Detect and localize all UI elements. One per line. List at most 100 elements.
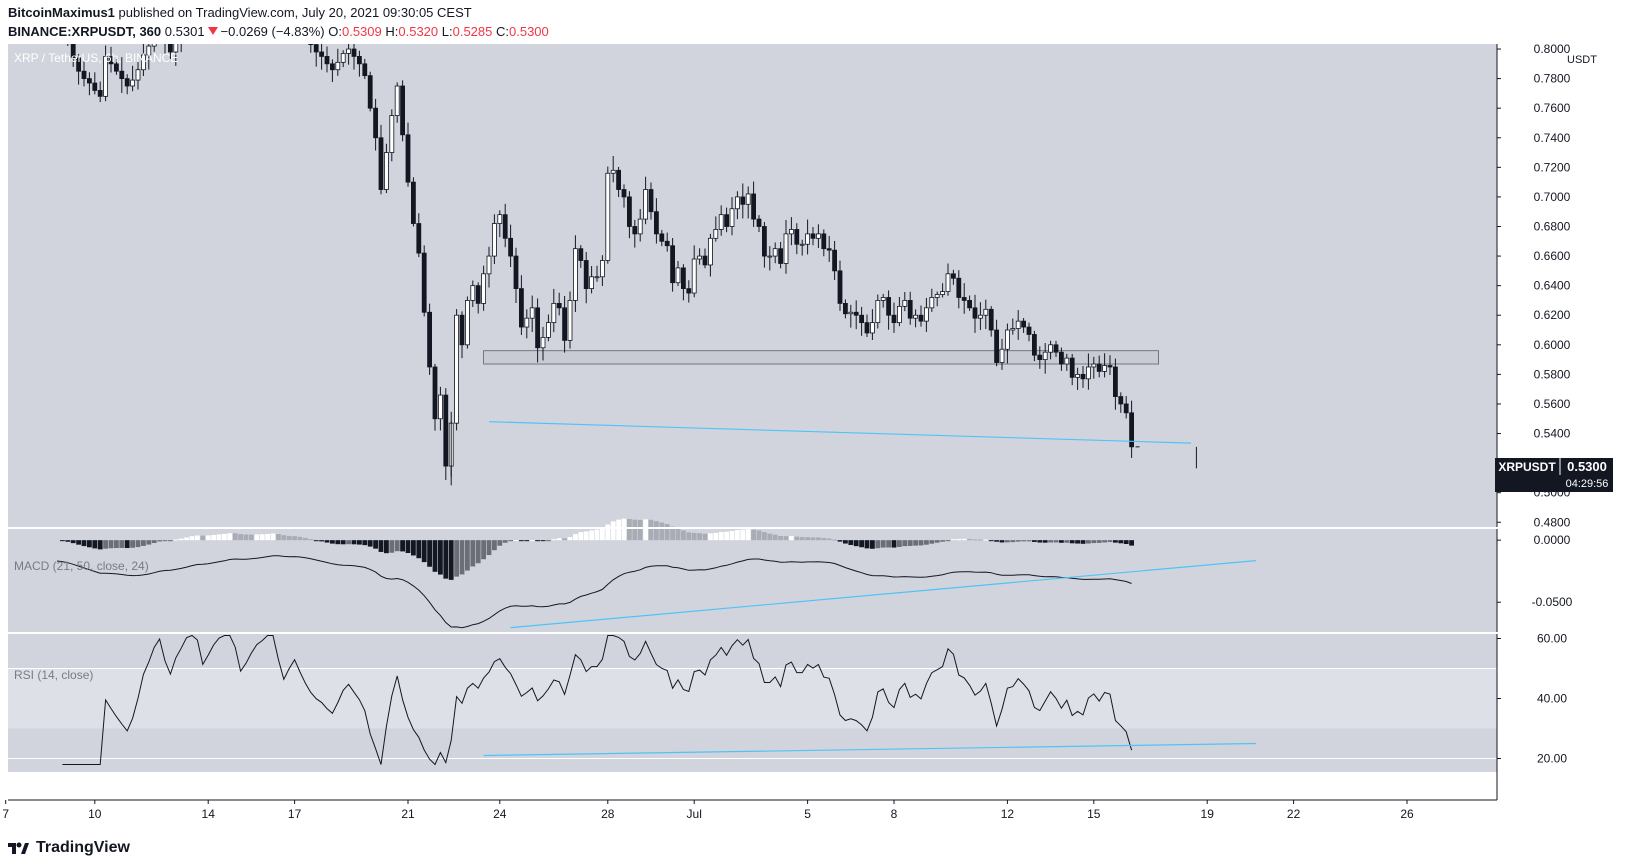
candle-up	[999, 348, 1005, 363]
macd-histogram-bar	[238, 534, 243, 541]
candle-down	[670, 245, 675, 284]
candle	[180, 44, 182, 53]
macd-histogram-bar	[486, 540, 492, 556]
candle	[394, 82, 400, 123]
candle	[756, 215, 762, 232]
candle-down	[513, 255, 519, 290]
candle-down	[686, 288, 692, 294]
candle	[481, 265, 487, 311]
candle-up	[875, 300, 881, 324]
candle	[751, 181, 756, 227]
macd-histogram-bar	[956, 538, 962, 541]
macd-histogram-bar	[384, 540, 389, 554]
candle-up	[799, 243, 805, 246]
candle	[821, 229, 827, 257]
candle-up	[1064, 357, 1070, 365]
candle	[212, 13, 216, 35]
price-change: −0.0269 (−4.83%)	[220, 24, 325, 39]
candle	[864, 314, 870, 337]
candle	[961, 283, 967, 314]
candle-up	[848, 311, 854, 315]
macd-histogram-bar	[929, 540, 935, 544]
price-tick-label: 0.5800	[1534, 367, 1571, 381]
macd-histogram-bar	[967, 538, 972, 541]
candle	[324, 46, 330, 73]
candle	[508, 224, 514, 268]
price-tick-label: 0.8000	[1534, 42, 1571, 56]
candle	[195, 0, 199, 27]
candle-up	[789, 229, 794, 235]
macd-histogram-bar	[141, 540, 146, 546]
candle-down	[201, 16, 205, 35]
macd-histogram-bar	[1048, 540, 1053, 543]
candle	[491, 214, 497, 265]
candle	[929, 288, 935, 312]
candle	[1129, 400, 1134, 459]
macd-histogram-bar	[502, 540, 508, 543]
candle-down	[562, 307, 567, 341]
macd-histogram-bar	[751, 529, 756, 541]
candle-down	[1032, 334, 1037, 356]
candle-down	[459, 314, 465, 346]
candle	[627, 191, 632, 239]
candle	[562, 295, 567, 353]
candle	[643, 176, 648, 225]
brand-name[interactable]: TradingView	[36, 839, 130, 856]
candle	[362, 58, 368, 80]
candle	[81, 61, 87, 87]
candle-down	[1107, 365, 1113, 368]
candle-down	[1123, 403, 1129, 414]
candle-up	[454, 314, 460, 424]
candle-down	[583, 260, 589, 290]
candle	[529, 295, 535, 332]
macd-histogram-bar	[778, 535, 783, 541]
candle-up	[346, 48, 352, 54]
candle-up	[481, 273, 487, 304]
macd-histogram-bar	[124, 540, 130, 549]
macd-histogram-bar	[438, 540, 443, 575]
candle	[427, 303, 433, 375]
candle-down	[87, 78, 92, 84]
candle	[735, 191, 740, 220]
macd-histogram-bar	[799, 537, 805, 541]
candle	[945, 263, 951, 296]
time-tick-label: 14	[202, 807, 216, 821]
price-tick-label: 0.7800	[1534, 72, 1571, 86]
macd-histogram-bar	[178, 538, 184, 541]
candle-down	[832, 249, 837, 272]
candle-down	[907, 300, 913, 319]
publisher-name[interactable]: BitcoinMaximus1	[8, 5, 115, 20]
macd-histogram-bar	[103, 540, 108, 549]
candle-down	[853, 311, 859, 316]
candle	[1021, 318, 1026, 333]
candle	[546, 314, 551, 342]
candle	[497, 210, 503, 238]
candle	[282, 4, 286, 37]
candle	[913, 309, 918, 328]
candle-up	[1048, 344, 1053, 353]
candle	[691, 245, 697, 298]
macd-histogram-bar	[826, 538, 832, 541]
candle	[255, 0, 259, 26]
macd-histogram-bar	[162, 540, 168, 542]
macd-histogram-bar	[567, 537, 573, 541]
candle	[185, 11, 189, 36]
candle	[410, 177, 416, 227]
macd-histogram-bar	[108, 540, 114, 549]
macd-histogram-bar	[1096, 540, 1102, 543]
macd-histogram-bar	[1037, 540, 1043, 543]
candle-down	[319, 51, 325, 57]
candle	[924, 297, 929, 332]
candle-up	[945, 273, 951, 292]
candle	[859, 306, 864, 336]
macd-histogram-bar	[632, 519, 638, 541]
candle-down	[951, 273, 956, 279]
candle	[383, 143, 389, 194]
candle-up	[228, 0, 232, 5]
candle	[158, 17, 162, 41]
time-tick-label: 10	[88, 807, 102, 821]
macd-histogram-bar	[562, 538, 567, 541]
candle-up	[244, 24, 248, 31]
candle-up	[870, 322, 875, 334]
